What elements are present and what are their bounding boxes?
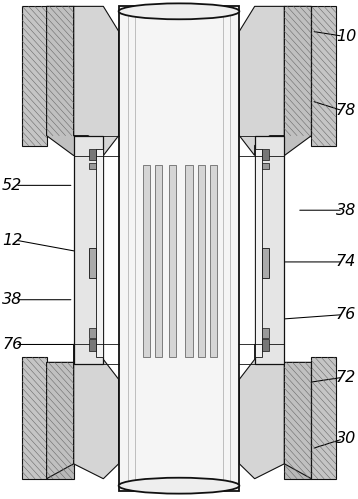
Polygon shape [270,6,311,156]
Polygon shape [47,362,74,479]
Bar [96,149,103,357]
Text: 74: 74 [336,254,356,269]
Bar [185,166,193,357]
Text: 38: 38 [336,203,356,218]
Text: 72: 72 [336,370,356,385]
Bar [284,6,311,136]
Bar [311,6,336,146]
Bar [262,327,269,337]
Polygon shape [74,6,118,156]
Bar [210,166,217,357]
Bar [255,136,284,364]
Bar [89,164,96,170]
Bar [169,166,176,357]
Text: 10: 10 [336,29,356,44]
Text: 76: 76 [2,337,22,352]
Bar [284,362,311,479]
Bar [74,136,103,364]
Polygon shape [240,6,284,156]
Bar [262,164,269,170]
Bar [143,166,150,357]
Polygon shape [284,362,311,479]
Ellipse shape [118,478,240,494]
Text: Фиг. 9а: Фиг. 9а [135,471,223,491]
Bar [22,6,47,146]
Polygon shape [74,344,118,479]
Bar [47,6,74,136]
Polygon shape [240,344,284,479]
Text: 76: 76 [336,307,356,322]
Text: 30: 30 [336,432,356,447]
Bar [22,357,47,479]
Bar [89,339,96,351]
Text: 52: 52 [2,178,22,193]
Bar [47,362,74,479]
Ellipse shape [118,3,240,19]
Bar [262,339,269,351]
Text: 38: 38 [2,292,22,307]
Bar [311,357,336,479]
Bar [155,166,162,357]
Bar [89,149,96,161]
Bar [118,6,240,491]
Polygon shape [47,6,88,156]
Bar [262,248,269,278]
Text: 12: 12 [2,233,22,248]
Text: 78: 78 [336,103,356,118]
Bar [89,248,96,278]
Bar [89,327,96,337]
Bar [255,149,262,357]
Bar [198,166,205,357]
Bar [262,149,269,161]
